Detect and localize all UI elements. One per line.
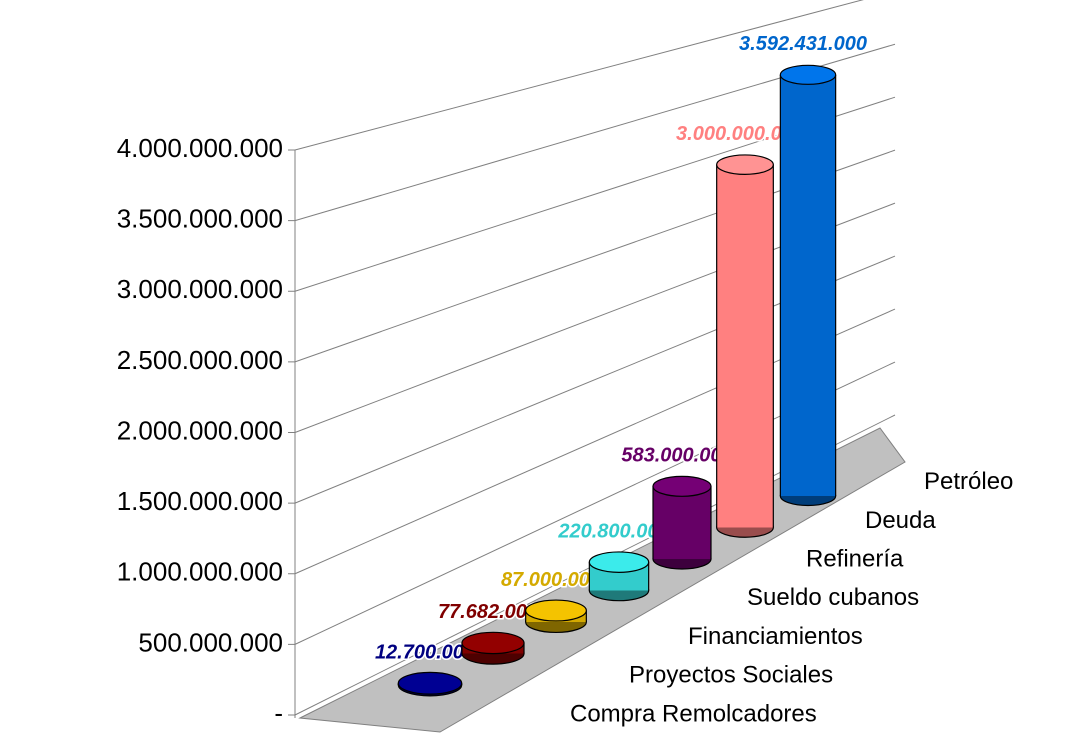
bar-body [653,486,711,559]
category-label: Petróleo [924,468,1013,495]
category-label: Sueldo cubanos [747,584,919,611]
y-tick-label: 3.500.000.000 [117,204,283,234]
bar-top [716,154,774,175]
y-tick-label: 3.000.000.000 [117,274,283,304]
bar-top [779,64,837,85]
category-label: Deuda [865,507,936,534]
category-label: Compra Remolcadores [570,700,817,727]
bar [652,475,712,570]
value-label: 12.700.000 [375,642,475,664]
bar-body [780,74,836,496]
value-label: 583.000.000 [621,445,732,467]
value-label: 220.800.000 [557,520,669,542]
category-label: Refinería [806,546,904,573]
value-label: 3.592.431.000 [739,33,867,55]
bar [779,64,837,507]
value-label: 77.682.000 [438,601,538,623]
y-tick-label: 500.000.000 [138,627,283,657]
y-tick-label: 4.000.000.000 [117,133,283,163]
bar [716,154,774,538]
category-label: Financiamientos [688,623,863,650]
bar [525,599,587,634]
bar-top [461,631,525,655]
y-tick-label: 2.500.000.000 [117,345,283,375]
y-tick-label: 1.000.000.000 [117,557,283,587]
bar-top [652,475,712,497]
value-label: 87.000.000 [501,569,601,591]
bar-top [397,671,463,695]
grid-line [294,0,864,151]
category-label: Proyectos Sociales [629,662,833,689]
bar-body [716,164,774,528]
bar [588,551,650,602]
bar-top [588,551,650,573]
bar [397,671,463,697]
y-tick-label: - [274,698,283,728]
y-tick-label: 1.500.000.000 [117,486,283,516]
bar-top [525,599,587,622]
y-tick-label: 2.000.000.000 [117,415,283,445]
bar [461,631,525,665]
